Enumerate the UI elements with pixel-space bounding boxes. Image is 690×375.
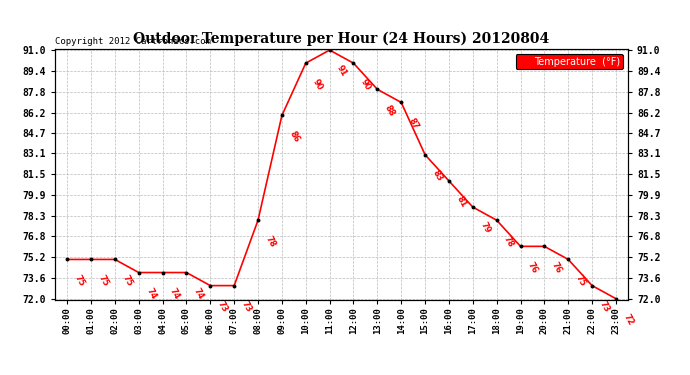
Point bbox=[253, 217, 264, 223]
Text: 75: 75 bbox=[574, 273, 587, 288]
Text: 73: 73 bbox=[239, 300, 253, 314]
Point bbox=[539, 243, 550, 249]
Point bbox=[444, 178, 455, 184]
Text: 76: 76 bbox=[550, 260, 564, 275]
Text: 72: 72 bbox=[622, 313, 635, 327]
Point bbox=[181, 270, 192, 276]
Text: 90: 90 bbox=[359, 77, 373, 92]
Text: 90: 90 bbox=[311, 77, 325, 92]
Text: Copyright 2012 Cartronics.com: Copyright 2012 Cartronics.com bbox=[55, 37, 211, 46]
Text: 79: 79 bbox=[478, 221, 492, 236]
Text: 75: 75 bbox=[72, 273, 86, 288]
Point bbox=[491, 217, 502, 223]
Point bbox=[86, 256, 97, 262]
Point bbox=[157, 270, 168, 276]
Text: 74: 74 bbox=[144, 286, 158, 301]
Text: 76: 76 bbox=[526, 260, 540, 275]
Point bbox=[611, 296, 622, 302]
Text: 86: 86 bbox=[288, 129, 301, 144]
Legend: Temperature  (°F): Temperature (°F) bbox=[515, 54, 623, 69]
Point bbox=[372, 86, 383, 92]
Point bbox=[300, 60, 311, 66]
Point bbox=[133, 270, 144, 276]
Title: Outdoor Temperature per Hour (24 Hours) 20120804: Outdoor Temperature per Hour (24 Hours) … bbox=[133, 32, 550, 46]
Text: 78: 78 bbox=[264, 234, 277, 249]
Text: 91: 91 bbox=[335, 64, 348, 78]
Text: 75: 75 bbox=[121, 273, 134, 288]
Text: 74: 74 bbox=[192, 286, 206, 301]
Point bbox=[563, 256, 574, 262]
Point bbox=[586, 283, 598, 289]
Point bbox=[277, 112, 288, 118]
Text: 83: 83 bbox=[431, 169, 444, 183]
Text: 78: 78 bbox=[502, 234, 515, 249]
Text: 88: 88 bbox=[383, 103, 397, 118]
Point bbox=[395, 99, 406, 105]
Point bbox=[324, 47, 335, 53]
Text: 74: 74 bbox=[168, 286, 181, 301]
Point bbox=[515, 243, 526, 249]
Point bbox=[228, 283, 239, 289]
Text: 73: 73 bbox=[598, 300, 611, 314]
Point bbox=[467, 204, 478, 210]
Text: 73: 73 bbox=[216, 300, 229, 314]
Text: 75: 75 bbox=[97, 273, 110, 288]
Point bbox=[205, 283, 216, 289]
Point bbox=[109, 256, 120, 262]
Point bbox=[348, 60, 359, 66]
Text: 87: 87 bbox=[407, 116, 420, 131]
Point bbox=[420, 152, 431, 158]
Text: 81: 81 bbox=[455, 195, 468, 209]
Point bbox=[61, 256, 72, 262]
